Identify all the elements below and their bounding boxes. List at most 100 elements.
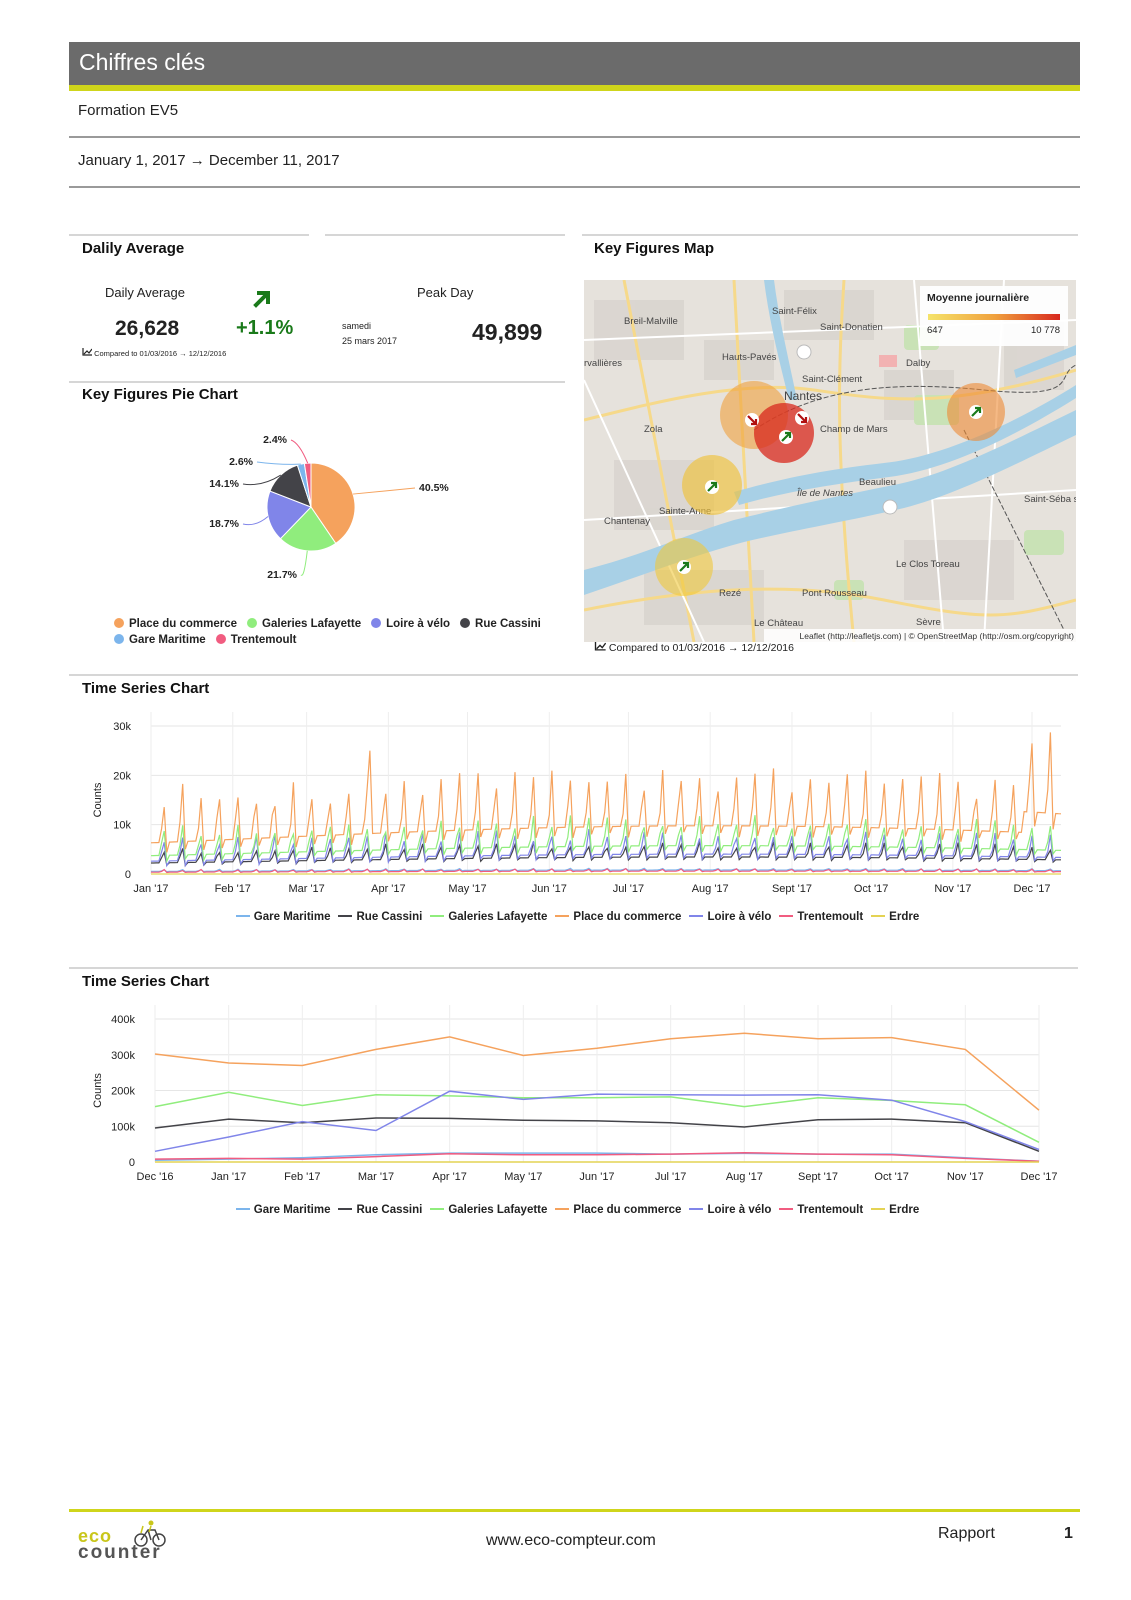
x-tick-label: Mar '17 [288,883,324,895]
map-place-label: Pont Rousseau [802,588,867,599]
footer-rule [69,1509,1080,1512]
ts-legend-label: Loire à vélo [707,911,772,923]
ts-legend-item[interactable]: Gare Maritime [228,911,330,923]
ts-legend-label: Trentemoult [797,911,864,923]
series-line [150,815,1062,864]
ts-legend-item[interactable]: Loire à vélo [681,911,771,923]
ts-legend-item[interactable]: Erdre [863,911,919,923]
pie-data-label: 2.4% [263,434,288,446]
legend-dot-icon [215,634,226,644]
map-place-label: Dalby [906,358,931,369]
pie-connector [290,439,309,464]
map-legend-title: Moyenne journalière [927,292,1029,304]
section-divider [69,234,309,236]
pie-legend-label: Loire à vélo [386,618,451,630]
ts-legend-item[interactable]: Rue Cassini [330,911,422,923]
section-divider [69,967,1078,969]
y-tick-label: 200k [111,1086,135,1098]
map-legend-gradient [928,314,1060,320]
map-place-label: Saint-Donatien [820,322,883,333]
eco-counter-logo: eco counter [78,1520,198,1566]
pie-legend-item[interactable]: Rue Cassini [460,616,541,632]
section-divider [69,381,565,383]
pie-section-title: Key Figures Pie Chart [82,386,238,403]
ts-legend-label: Galeries Lafayette [448,911,548,923]
x-tick-label: Apr '17 [432,1171,467,1183]
map-place-label: Île de Nantes [797,488,853,499]
ts-legend-item[interactable]: Gare Maritime [228,1204,331,1216]
ts-legend-item[interactable]: Place du commerce [547,911,681,923]
footer-url[interactable]: www.eco-compteur.com [486,1532,656,1549]
key-figures-map[interactable]: Saint-Félix Breil-Malville Saint-Donatie… [584,280,1076,642]
site-name: Formation EV5 [78,102,179,119]
ts-legend-item[interactable]: Galeries Lafayette [422,911,547,923]
legend-line-icon [871,915,886,917]
series-line [154,1151,1040,1163]
section-divider [582,234,1078,236]
ts-legend-item[interactable]: Loire à vélo [681,1204,771,1216]
legend-dot-icon [114,634,124,644]
map-attribution[interactable]: Leaflet (http://leafletjs.com) | © OpenS… [800,631,1075,641]
ts-legend-item[interactable]: Rue Cassini [330,1204,422,1216]
pie-slice[interactable] [310,462,356,545]
pie-legend-item[interactable]: Trentemoult [215,632,297,648]
daily-average-label: Daily Average [105,285,185,300]
x-tick-label: Dec '16 [137,1171,174,1183]
ts-legend-label: Rue Cassini [356,911,423,923]
pie-chart: 40.5% 21.7% 18.7% 14.1% 2.6% 2.4% [209,434,449,581]
chart-icon [594,642,607,651]
pie-legend-item[interactable]: Loire à vélo [371,616,450,632]
legend-dot-icon [247,618,258,628]
time-series-chart-daily: 0 10k 20k 30k Counts Jan '17 Feb '17 Mar '17 Apr… [92,712,1062,895]
x-tick-label: Jun '17 [579,1171,614,1183]
pie-legend-item[interactable]: Galeries Lafayette [247,616,361,632]
ts-legend-label: Rue Cassini [356,1204,423,1216]
x-tick-label: May '17 [504,1171,542,1183]
peak-day-label: Peak Day [417,285,474,300]
x-tick-label: Jan '17 [133,883,168,895]
map-place-label: Saint-Félix [772,306,817,317]
trend-down-icon [795,411,809,425]
legend-line-icon [235,915,250,917]
x-tick-label: Dec '17 [1021,1171,1058,1183]
divider [69,186,1080,188]
y-tick-label: 100k [111,1121,135,1133]
page-number: 1 [1064,1525,1073,1542]
ts-legend-label: Place du commerce [573,911,682,923]
map-place-label: Chantenay [604,516,650,527]
legend-line-icon [779,1208,794,1210]
y-tick-label: 0 [129,1157,135,1169]
pie-data-label: 2.6% [229,456,254,468]
pie-slice[interactable] [279,506,337,552]
map-place-label: Saint-Séba sur-Loi [1024,494,1076,505]
ts-legend-label: Trentemoult [797,1204,864,1216]
pie-legend-label: Place du commerce [129,618,238,630]
trend-up-icon [705,480,719,494]
y-tick-label: 10k [113,820,131,832]
legend-line-icon [430,1208,445,1210]
pie-data-label: 14.1% [209,478,239,490]
map-place-label: Hauts-Pavés [722,352,777,363]
legend-dot-icon [460,618,471,628]
ts-legend-label: Gare Maritime [253,1204,331,1216]
y-tick-label: 20k [113,770,131,782]
legend-line-icon [235,1208,250,1210]
y-axis-title: Counts [92,1073,104,1108]
ts-legend-item[interactable]: Trentemoult [771,1204,863,1216]
ts-legend-item[interactable]: Place du commerce [547,1204,681,1216]
x-tick-label: Oct '17 [874,1171,909,1183]
x-tick-label: Jun '17 [532,883,567,895]
map-section-title: Key Figures Map [594,240,715,257]
legend-line-icon [430,915,445,917]
legend-line-icon [871,1208,886,1210]
ts-legend-item[interactable]: Erdre [863,1204,919,1216]
map-legend-min: 647 [927,325,943,336]
ts-legend-item[interactable]: Trentemoult [771,911,863,923]
pie-legend-item[interactable]: Gare Maritime [114,632,206,648]
y-axis-title: Counts [92,782,104,817]
pie-connector [242,474,282,486]
pie-data-label: 40.5% [419,482,449,494]
ts-legend-item[interactable]: Galeries Lafayette [422,1204,547,1216]
pie-legend-item[interactable]: Place du commerce [114,616,237,632]
x-tick-label: Sept '17 [798,1171,838,1183]
